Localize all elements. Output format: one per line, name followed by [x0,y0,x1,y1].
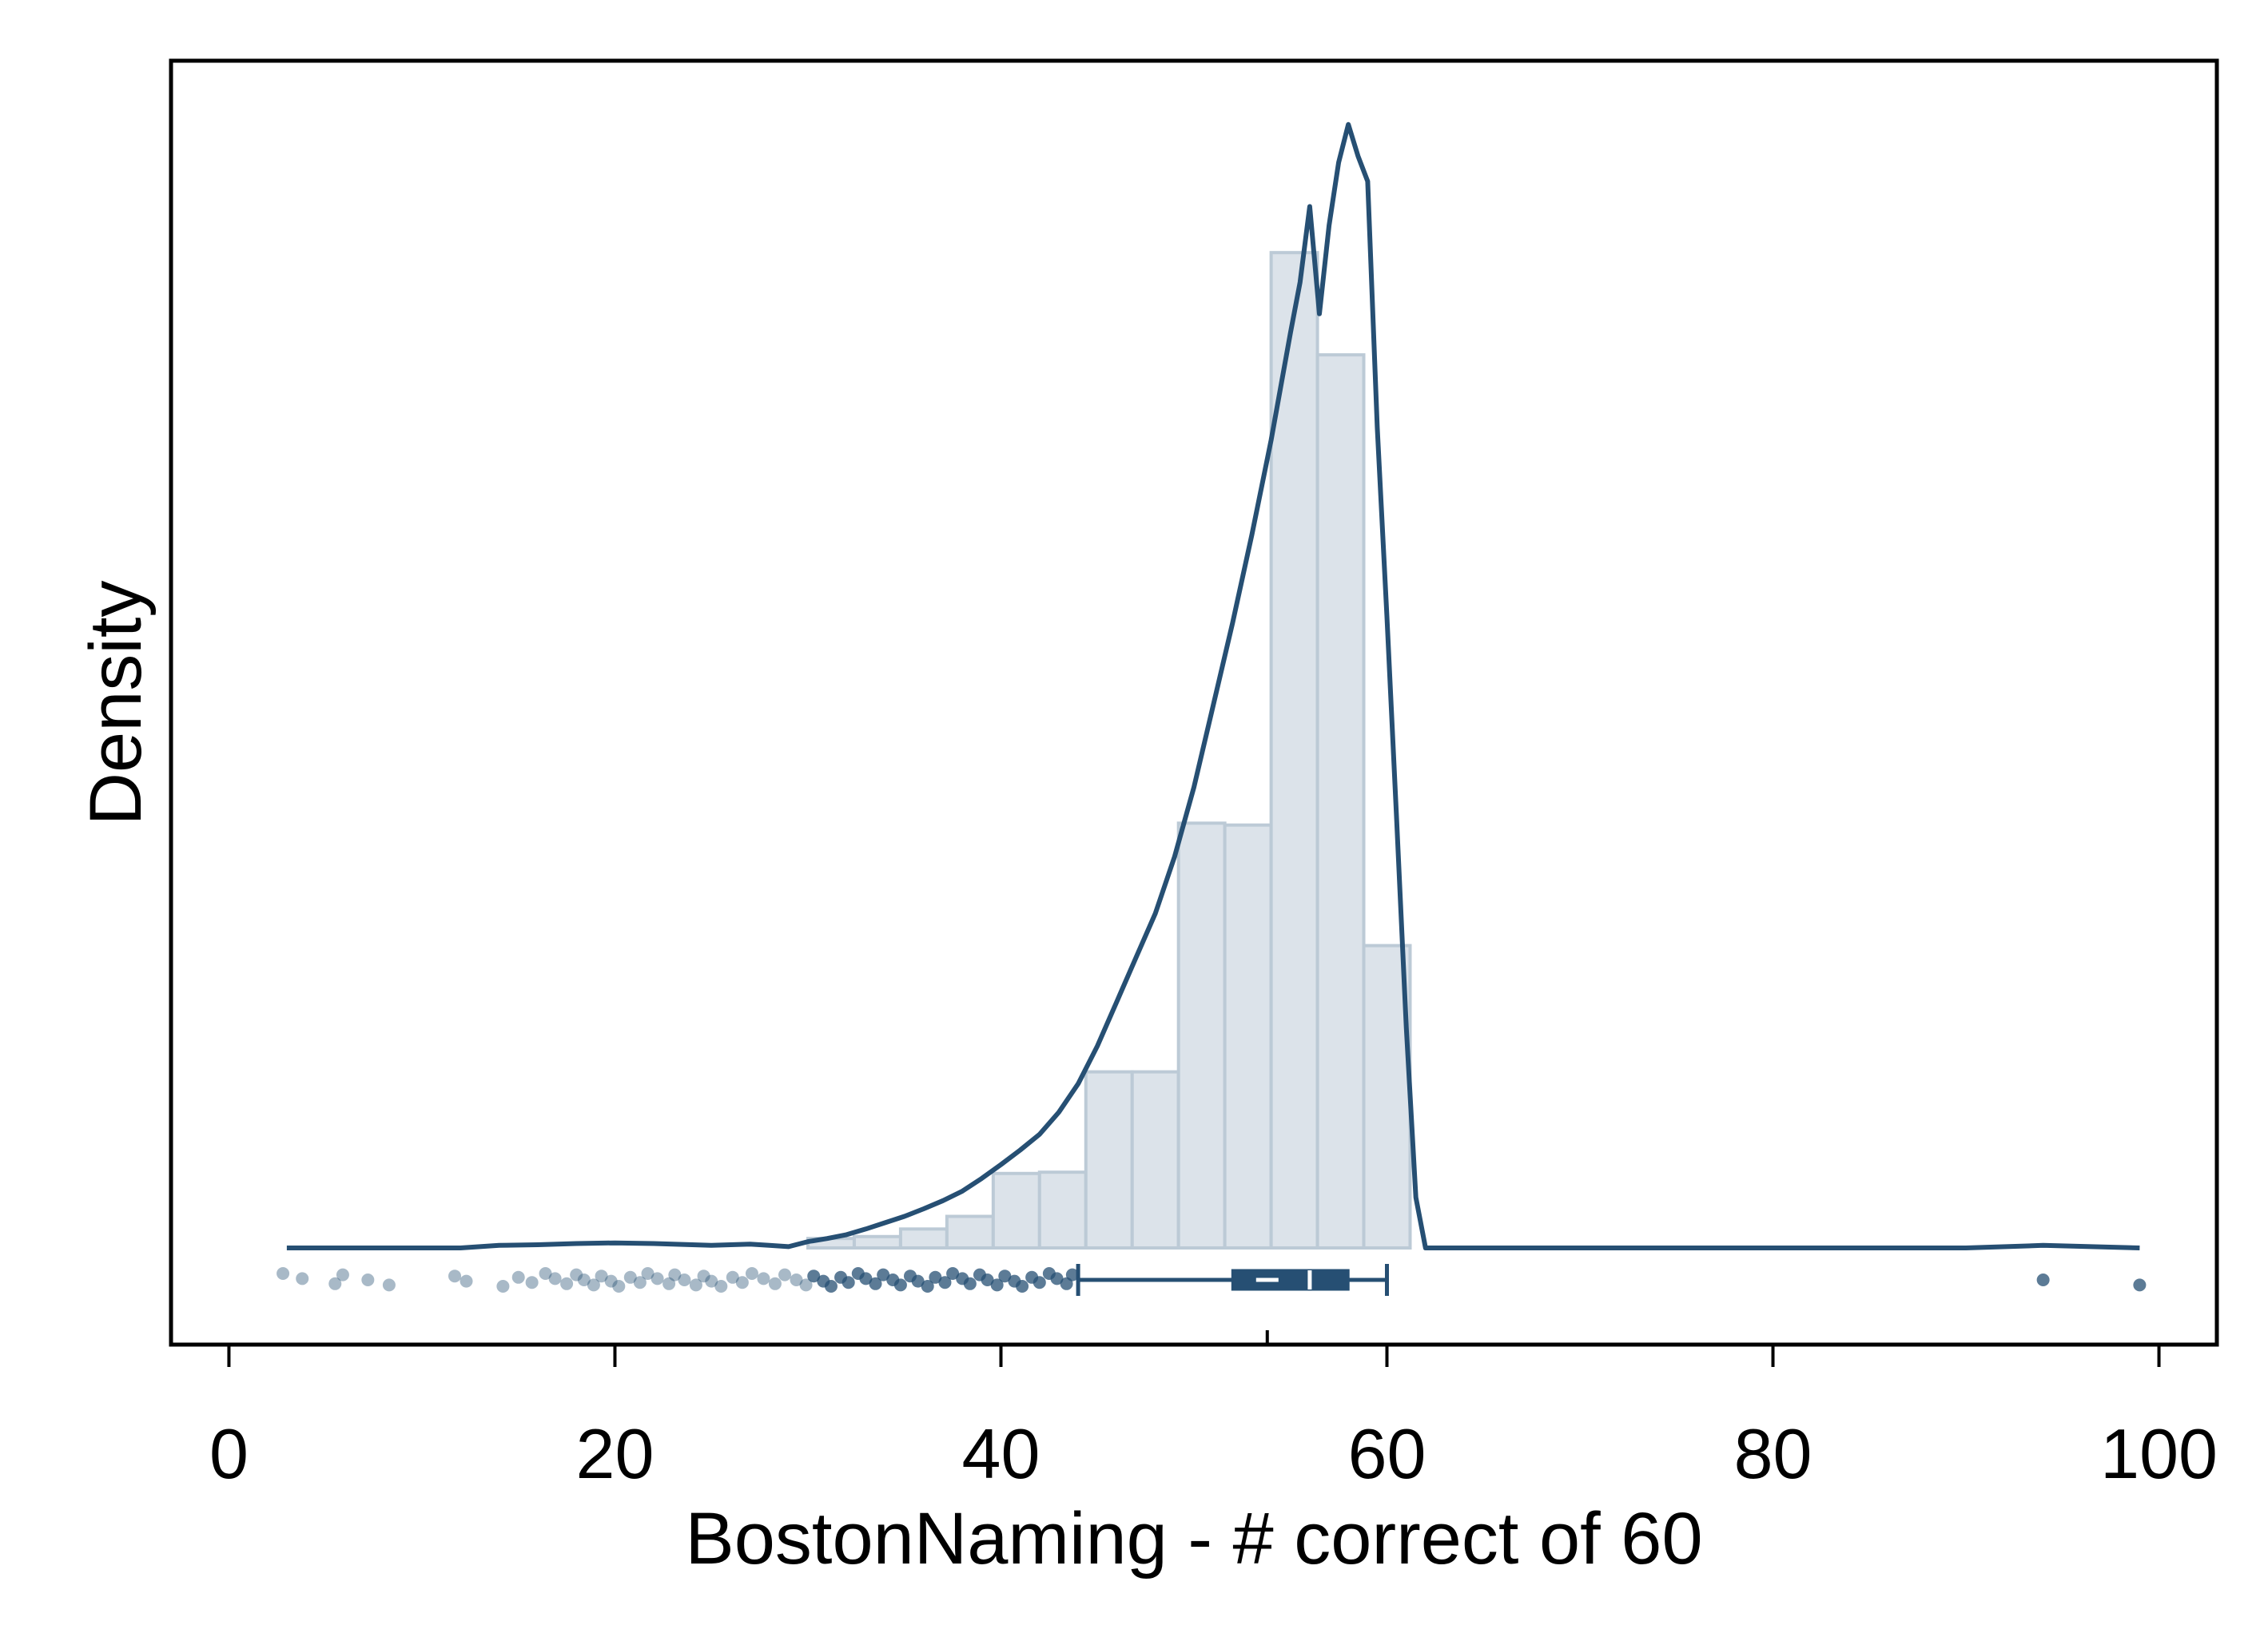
outlier-point [998,1270,1012,1283]
outlier-point [981,1274,994,1286]
box-body [1231,1269,1350,1291]
outlier-point [1065,1268,1079,1281]
outlier-point [587,1278,600,1292]
outlier-point [1033,1276,1046,1289]
histogram-bar [852,1234,902,1250]
x-tick-label: 20 [576,1414,655,1493]
outlier-point [460,1274,473,1288]
x-axis-ticks: 0 20 40 60 80 100 [209,1345,2218,1493]
outlier-point [382,1278,396,1292]
outlier-point [604,1274,618,1288]
x-tick-label: 40 [962,1414,1040,1493]
outlier-point [807,1270,821,1283]
outlier-point [577,1274,591,1286]
outlier-point [496,1280,510,1293]
outlier-point [990,1278,1004,1292]
histogram-bars [806,251,1412,1250]
histogram-bar [1223,823,1273,1250]
histogram-bar [1362,944,1412,1250]
outlier-point [296,1272,309,1285]
outlier-point [448,1270,462,1283]
outlier-point [859,1272,873,1285]
histogram-bar [1084,1070,1134,1250]
outlier-point [745,1267,758,1280]
outlier-point [570,1268,583,1281]
outlier-point [548,1272,562,1285]
outlier-point [938,1276,952,1289]
outlier-point [911,1274,925,1288]
outlier-point [525,1276,539,1289]
outlier-point [623,1270,637,1284]
outlier-point [641,1267,655,1280]
histogram-bar [1315,353,1366,1250]
outlier-point [2133,1278,2147,1292]
histogram-bar [898,1227,949,1250]
outlier-point [842,1276,855,1289]
x-axis-title: BostonNaming - # correct of 60 [685,1498,1702,1579]
outlier-point [633,1276,647,1289]
outlier-point [1016,1280,1029,1293]
outlier-point [1050,1272,1064,1285]
outlier-point [539,1267,552,1280]
x-tick-label: 80 [1734,1414,1812,1493]
outlier-point [869,1277,882,1290]
x-tick-label: 0 [209,1414,249,1493]
histogram-bar [991,1171,1041,1250]
outlier-point [678,1274,691,1286]
outlier-point [946,1267,960,1280]
outlier-points [277,1267,2147,1293]
outlier-point [929,1270,942,1284]
x-tick-label: 100 [2100,1414,2218,1493]
box-plot [1076,1264,1390,1345]
outlier-point [893,1278,907,1292]
density-curve [286,121,2140,1250]
outlier-point [2036,1274,2050,1286]
outlier-point [336,1268,349,1281]
outlier-point [277,1267,290,1280]
outlier-point [697,1270,710,1283]
outlier-point [963,1277,977,1290]
outlier-point [824,1280,838,1293]
outlier-point [511,1270,525,1284]
outlier-point [612,1280,626,1293]
y-axis-title: Density [75,581,157,826]
histogram-bar [1130,1070,1180,1250]
outlier-point [705,1274,718,1288]
plot-frame [169,58,2219,1347]
outlier-point [689,1278,702,1292]
outlier-point [361,1274,375,1286]
outlier-point [778,1268,791,1281]
outlier-point [877,1268,890,1281]
outlier-point [726,1270,739,1284]
outlier-point [651,1272,664,1285]
outlier-point [328,1277,342,1290]
histogram-bar [945,1214,995,1250]
outlier-point [668,1268,682,1281]
outlier-point [560,1277,574,1290]
outlier-point [768,1277,782,1290]
outlier-point [799,1278,813,1292]
outlier-point [595,1270,608,1283]
histogram-bar [1269,251,1319,1250]
outlier-point [790,1274,803,1286]
outlier-point [735,1276,749,1289]
outlier-point [757,1272,770,1285]
outlier-point [662,1277,676,1290]
outlier-point [714,1280,728,1293]
histogram-bar [1176,821,1227,1250]
histogram-bar [1037,1170,1088,1250]
x-tick-label: 60 [1348,1414,1426,1493]
outlier-point [921,1280,934,1293]
